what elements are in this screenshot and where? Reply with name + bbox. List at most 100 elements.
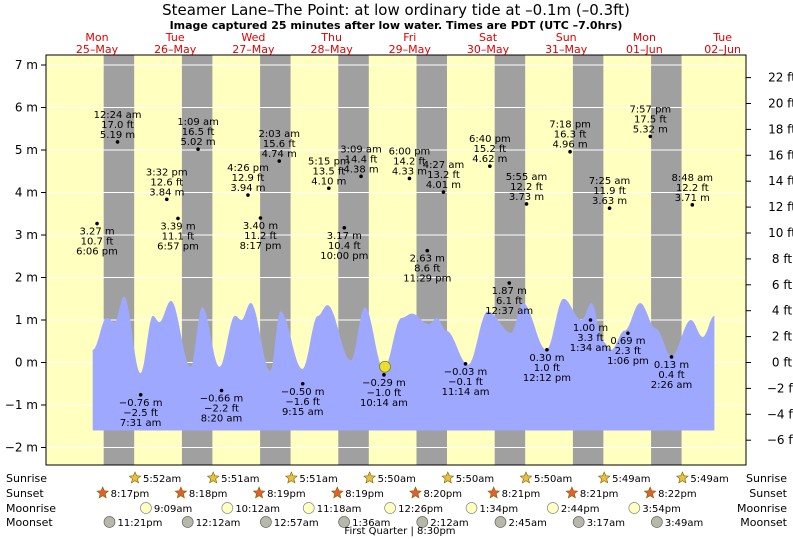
tide-event-text: 14.2 ft — [393, 156, 426, 167]
tide-event-text: 10:14 am — [360, 398, 408, 409]
sunrise-time: 5:51am — [299, 474, 337, 485]
tide-event-text: −0.1 ft — [448, 377, 483, 388]
tide-event-point — [258, 216, 263, 220]
y-right-tick-label: 22 ft — [768, 71, 793, 85]
tide-event-text: 13.2 ft — [427, 170, 460, 181]
plot-area — [46, 55, 746, 465]
moonset-time: 3:17am — [587, 518, 625, 529]
y-right-tick-label: 2 ft — [772, 330, 792, 344]
tide-event-text: 1:06 pm — [607, 356, 649, 367]
moonrise-icon — [547, 502, 559, 514]
sunset-icon — [565, 486, 579, 499]
tide-event-point — [669, 355, 674, 359]
y-left-tick-label: 7 m — [15, 58, 38, 72]
tide-event-label: 0.13 m0.4 ft2:26 am — [651, 360, 693, 391]
tide-event-point — [359, 174, 363, 179]
tide-event-point — [277, 159, 282, 163]
row-label-left: Moonset — [6, 516, 53, 529]
tide-event-point — [626, 331, 630, 335]
sunrise-icon — [675, 471, 689, 484]
tide-event-text: 11.1 ft — [162, 231, 195, 242]
y-right-tick-label: −6 ft — [767, 433, 793, 447]
tide-event-text: 6:57 pm — [157, 241, 199, 252]
moonrise-icon — [384, 502, 396, 514]
y-left-tick-label: 3 m — [15, 228, 38, 242]
tide-event-text: −1.6 ft — [285, 397, 320, 408]
tide-event-text: 12:12 pm — [523, 373, 571, 384]
day-date: 26–May — [154, 43, 197, 56]
tide-event-text: −0.03 m — [444, 367, 488, 378]
day-name: Mon — [85, 31, 108, 44]
tide-event-label: 0.69 m2.3 ft1:06 pm — [607, 336, 649, 367]
moonrise-time: 11:18am — [317, 504, 362, 515]
day-labels: Mon25–MayTue26–MayWed27–MayThu28–MayFri2… — [76, 31, 741, 56]
tide-event-text: 14.4 ft — [345, 154, 378, 165]
sunset-time: 8:19pm — [267, 489, 306, 500]
sunset-time: 8:19pm — [345, 489, 384, 500]
tide-event-label: −0.76 m−2.5 ft7:31 am — [119, 398, 163, 429]
moonrise-icon — [302, 502, 315, 514]
tide-event-text: 3.71 m — [675, 193, 710, 204]
plot-frame — [45, 54, 747, 466]
tide-event-text: 5.02 m — [180, 137, 215, 148]
y-right-tick-label: −2 ft — [767, 381, 793, 395]
tide-event-text: 0.30 m — [529, 353, 564, 364]
tide-event-text: 10.4 ft — [328, 241, 361, 252]
tide-event-text: 7:25 am — [589, 176, 631, 187]
tide-event-text: 3.73 m — [509, 192, 544, 203]
tide-event-text: 4.96 m — [552, 140, 587, 151]
tide-event-text: 10:00 pm — [320, 251, 368, 262]
sunrise-icon — [519, 471, 533, 484]
tide-event-text: 3.40 m — [243, 221, 278, 232]
row-label-right: Moonset — [740, 516, 787, 529]
y-left-tick-label: −1 m — [5, 398, 38, 412]
moonrise-icon — [628, 502, 641, 514]
tide-event-text: 2.3 ft — [615, 346, 641, 357]
tide-event-text: 6:00 pm — [389, 146, 431, 157]
tide-event-text: 3.39 m — [160, 221, 195, 232]
chart-subtitle: Image captured 25 minutes after low wate… — [170, 19, 623, 32]
tide-event-text: 7:31 am — [120, 418, 162, 429]
tide-event-text: −0.66 m — [200, 394, 244, 405]
tide-event-point — [545, 347, 549, 352]
sunset-icon — [643, 486, 657, 499]
tide-event-point — [463, 361, 468, 366]
tide-event-point — [327, 186, 331, 191]
row-label-left: Sunset — [6, 487, 44, 500]
day-date: 31–May — [545, 43, 588, 56]
sunset-icon — [409, 486, 422, 499]
sunrise-icon — [363, 471, 377, 484]
tide-event-point — [219, 388, 224, 393]
day-name: Tue — [165, 31, 185, 44]
y-right-tick-label: 0 ft — [772, 356, 792, 370]
sunrise-time: 5:49am — [612, 474, 650, 485]
tide-event-label: −0.66 m−2.2 ft8:20 am — [200, 394, 244, 425]
day-date: 01–Jun — [626, 43, 663, 56]
tide-event-text: 8:48 am — [672, 173, 714, 184]
tide-event-text: 11.9 ft — [593, 186, 626, 197]
tide-event-text: 3:09 am — [340, 144, 382, 155]
tide-area — [92, 296, 715, 431]
sunset-time: 8:22pm — [658, 489, 697, 500]
sunset-time: 8:18pm — [189, 489, 228, 500]
tide-event-text: 2:26 am — [651, 380, 693, 391]
tide-event-text: 3.17 m — [327, 231, 362, 242]
moonset-icon — [494, 516, 507, 528]
axes: 7 m 6 m 5 m 4 m 3 m 2 m 1 m 0 m −1 m −2 m 22 ft 20 … — [5, 54, 793, 466]
day-name: Sun — [556, 31, 577, 44]
tide-event-point — [115, 140, 120, 144]
sunset-icon — [96, 486, 110, 499]
tide-event-point — [524, 202, 529, 206]
tide-event-text: 8:17 pm — [240, 241, 282, 252]
sunrise-time: 5:49am — [690, 474, 728, 485]
tide-event-text: 6:06 pm — [76, 247, 118, 258]
tide-event-point — [568, 149, 572, 154]
tide-event-text: 12.6 ft — [150, 177, 183, 188]
tide-event-text: 3.94 m — [230, 183, 265, 194]
